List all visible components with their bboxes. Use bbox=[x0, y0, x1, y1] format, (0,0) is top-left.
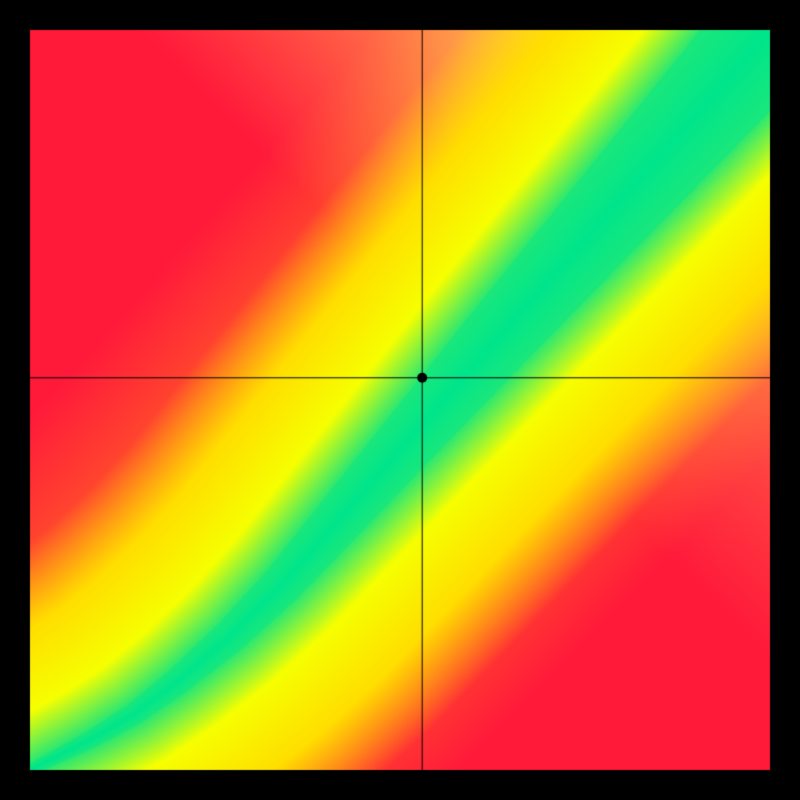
bottleneck-heatmap bbox=[0, 0, 800, 800]
chart-container: TheBottleneck.com bbox=[0, 0, 800, 800]
